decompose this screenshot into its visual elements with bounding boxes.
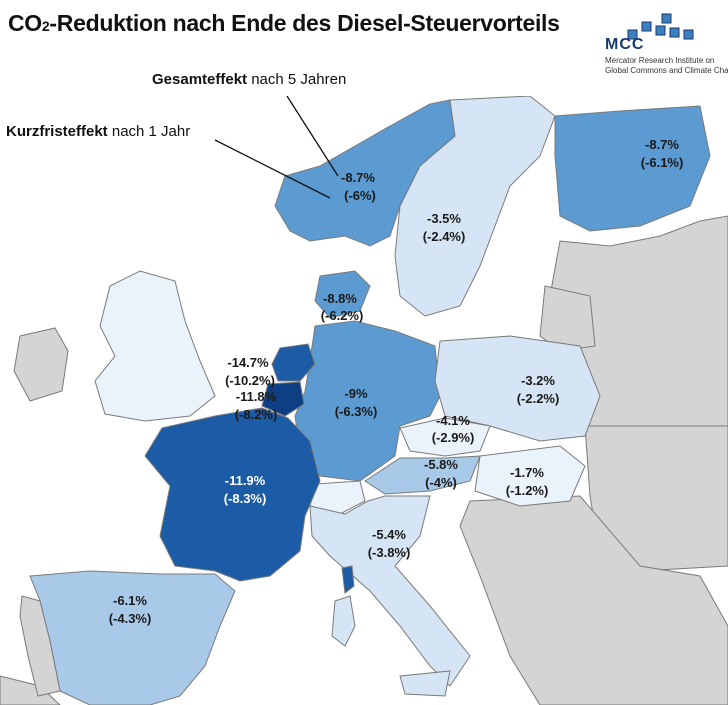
country-shape-italy xyxy=(309,495,471,687)
value-czechia-short: (-2.9%) xyxy=(432,430,475,445)
value-norway-total: -8.7% xyxy=(341,170,375,185)
legend-short-term: Kurzfristeffekt nach 1 Jahr xyxy=(6,123,191,140)
value-belgium-total: -11.8% xyxy=(236,389,277,404)
country-shape-poland xyxy=(434,335,601,442)
value-sweden-total: -3.5% xyxy=(427,211,461,226)
value-poland-short: (-2.2%) xyxy=(517,391,560,406)
value-norway-short: (-6%) xyxy=(344,188,376,203)
ireland-region xyxy=(13,327,69,402)
country-shape-germany xyxy=(294,320,441,482)
value-czechia-total: -4.1% xyxy=(436,413,470,428)
balkans-region xyxy=(459,495,728,705)
value-sweden-short: (-2.4%) xyxy=(423,229,466,244)
europe-map: -8.7% (-6%) -3.5% (-2.4%) -8.7% (-6.1%) … xyxy=(0,96,728,705)
mcc-logo-abbr: MCC xyxy=(605,36,645,53)
value-spain-total: -6.1% xyxy=(113,593,147,608)
value-netherlands-total: -14.7% xyxy=(227,355,269,370)
country-shape-finland xyxy=(554,105,711,232)
value-germany-short: (-6.3%) xyxy=(335,404,378,419)
short-term-leader-line xyxy=(214,139,331,199)
value-denmark-total: -8.8% xyxy=(323,291,357,306)
value-finland-total: -8.7% xyxy=(645,137,679,152)
mcc-logo-squares xyxy=(627,13,694,40)
country-shape-hungary xyxy=(474,445,586,507)
iceland-like-region xyxy=(0,675,61,705)
value-austria-short: (-4%) xyxy=(425,475,457,490)
value-france-short: (-8.3%) xyxy=(224,491,267,506)
mcc-logo-line1: Mercator Research Institute on xyxy=(605,56,715,65)
mcc-logo-line2: Global Commons and Climate Change xyxy=(605,66,728,75)
value-hungary-total: -1.7% xyxy=(510,465,544,480)
value-italy-total: -5.4% xyxy=(372,527,406,542)
value-netherlands-short: (-10.2%) xyxy=(225,373,275,388)
country-shape-corsica xyxy=(341,565,355,594)
value-italy-short: (-3.8%) xyxy=(368,545,411,560)
value-germany-total: -9% xyxy=(344,386,368,401)
country-shape-france xyxy=(144,407,321,582)
country-shape-sicily xyxy=(399,670,451,697)
country-shape-netherlands xyxy=(271,343,316,382)
map-title: CO2-Reduktion nach Ende des Diesel-Steue… xyxy=(8,10,560,36)
country-shape-belgium xyxy=(261,381,305,417)
long-term-leader-line xyxy=(286,96,339,177)
country-shape-denmark xyxy=(314,270,371,319)
country-shape-austria xyxy=(364,455,481,495)
value-finland-short: (-6.1%) xyxy=(641,155,684,170)
value-spain-short: (-4.3%) xyxy=(109,611,152,626)
legend-long-term: Gesamteffekt nach 5 Jahren xyxy=(152,71,347,88)
mcc-logo: MCC Mercator Research Institute on Globa… xyxy=(600,10,728,86)
value-belgium-short: (-8.2%) xyxy=(235,407,278,422)
country-shape-uk xyxy=(94,270,216,422)
country-shape-czechia xyxy=(399,417,491,457)
value-poland-total: -3.2% xyxy=(521,373,555,388)
country-shape-sweden xyxy=(394,96,556,317)
country-shape-sardinia xyxy=(331,595,356,647)
value-austria-total: -5.8% xyxy=(424,457,458,472)
country-shape-portugal xyxy=(19,595,61,697)
value-denmark-short: (-6.2%) xyxy=(321,308,364,323)
value-france-total: -11.9% xyxy=(225,473,266,488)
value-hungary-short: (-1.2%) xyxy=(506,483,549,498)
country-shape-spain xyxy=(29,570,236,705)
